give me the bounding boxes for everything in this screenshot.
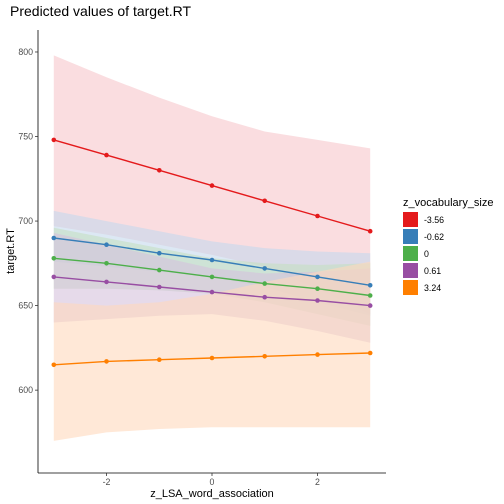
data-point xyxy=(209,274,215,280)
x-tick-label: 2 xyxy=(315,477,320,487)
data-point xyxy=(315,274,320,280)
legend-label: -0.62 xyxy=(424,232,444,242)
legend-swatch xyxy=(403,212,418,227)
data-point xyxy=(262,281,268,286)
data-point xyxy=(367,303,373,308)
y-axis-title: target.RT xyxy=(5,228,17,274)
y-tick-label: 700 xyxy=(18,216,33,226)
x-axis-ticks: -2 0 2 xyxy=(103,473,320,487)
data-point xyxy=(367,228,373,234)
data-point xyxy=(262,294,268,300)
data-point xyxy=(315,213,320,219)
data-point xyxy=(51,137,57,143)
data-point xyxy=(262,354,268,359)
ci-band-5 xyxy=(53,261,371,441)
data-point xyxy=(315,298,320,303)
y-tick-label: 600 xyxy=(18,385,33,395)
data-point xyxy=(157,250,162,256)
data-point xyxy=(157,267,162,273)
y-tick-label: 800 xyxy=(18,47,33,57)
x-axis-title: z_LSA_word_association xyxy=(150,488,274,500)
y-axis-ticks: 600 650 700 750 800 xyxy=(18,47,38,395)
data-point xyxy=(51,274,57,280)
data-point xyxy=(209,183,215,188)
data-point xyxy=(209,289,215,295)
data-point xyxy=(51,235,57,241)
legend-label: 3.24 xyxy=(424,283,441,293)
data-point xyxy=(51,255,57,261)
legend-swatch xyxy=(403,229,418,244)
legend-label: 0 xyxy=(424,249,429,259)
x-tick-label: -2 xyxy=(103,477,111,487)
data-point xyxy=(367,293,373,298)
data-point xyxy=(157,357,162,363)
data-point xyxy=(157,284,162,290)
legend-swatch xyxy=(403,263,418,278)
y-tick-label: 750 xyxy=(18,132,33,142)
data-point xyxy=(157,168,162,173)
data-point xyxy=(104,152,109,158)
legend-title: z_vocabulary_size xyxy=(403,197,494,209)
confidence-bands xyxy=(53,55,371,441)
data-point xyxy=(104,279,109,285)
data-point xyxy=(104,242,109,247)
data-point xyxy=(51,362,57,368)
chart-title: Predicted values of target.RT xyxy=(10,3,192,19)
data-point xyxy=(367,283,373,288)
data-point xyxy=(209,257,215,263)
data-point xyxy=(315,286,320,292)
legend-label: -3.56 xyxy=(424,215,444,225)
legend-swatch xyxy=(403,246,418,261)
data-point xyxy=(367,350,373,356)
y-tick-label: 650 xyxy=(18,301,33,311)
data-point xyxy=(262,198,268,204)
data-point xyxy=(209,355,215,361)
x-tick-label: 0 xyxy=(210,477,215,487)
data-point xyxy=(262,266,268,271)
data-point xyxy=(104,359,109,364)
data-point xyxy=(104,261,109,266)
series-points xyxy=(51,137,373,368)
legend-swatch xyxy=(403,280,418,295)
legend: z_vocabulary_size -3.56 -0.62 0 0.61 3.24 xyxy=(403,197,494,295)
legend-label: 0.61 xyxy=(424,266,441,276)
data-point xyxy=(315,352,320,357)
